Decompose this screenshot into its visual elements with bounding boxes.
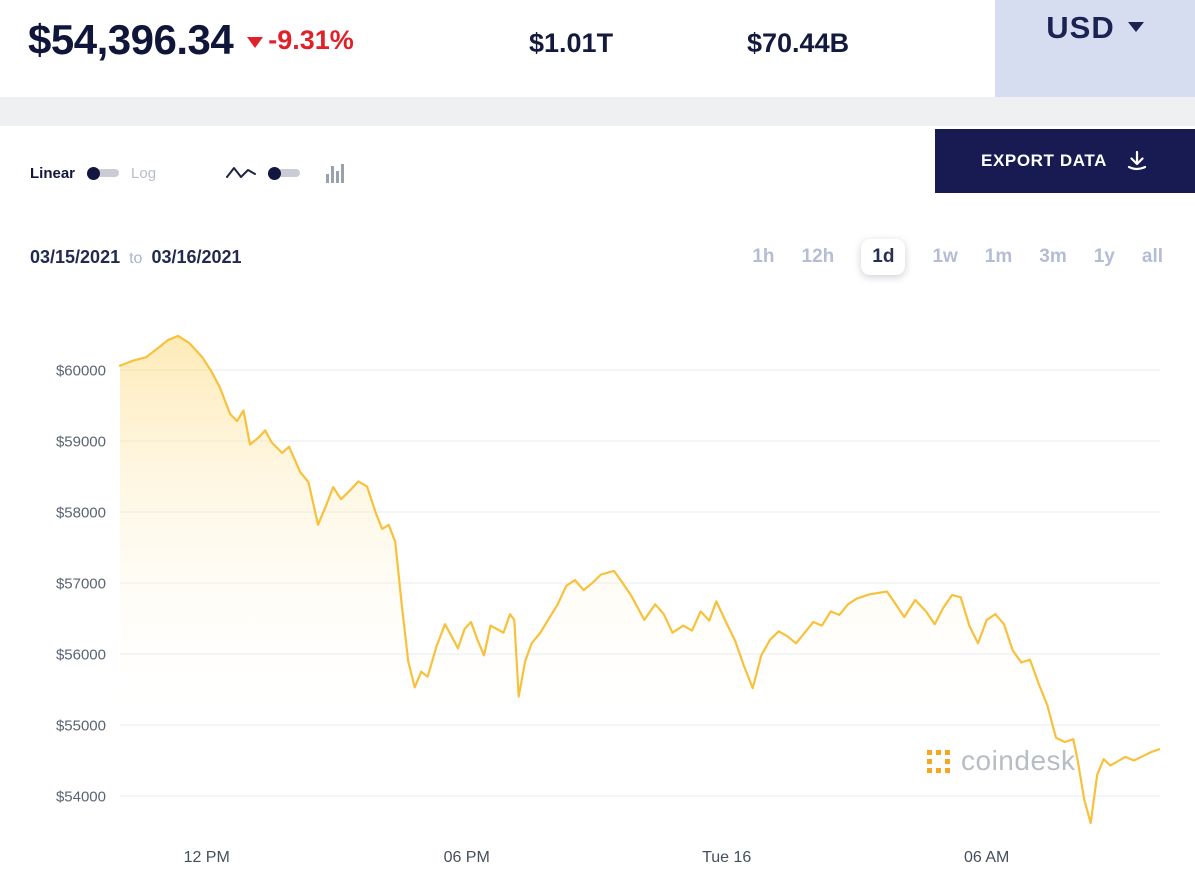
y-tick-label: $60000	[56, 363, 106, 380]
date-and-range-row: 03/15/2021 to 03/16/2021 1h 12h 1d 1w 1m…	[30, 236, 1163, 278]
price-area	[120, 335, 1160, 842]
price-chart-svg[interactable]: $60000 $59000 $58000 $57000 $56000 $55000 $540…	[40, 330, 1160, 870]
y-tick-label: $55000	[56, 718, 106, 735]
range-1h[interactable]: 1h	[752, 246, 775, 267]
chevron-down-icon	[1127, 22, 1144, 32]
x-tick-label: Tue 16	[702, 849, 751, 866]
toggle-knob	[268, 166, 282, 180]
price-change-percent: -9.31%	[268, 24, 354, 55]
coindesk-logo-icon	[927, 749, 950, 773]
currency-selector[interactable]: USD	[995, 0, 1195, 97]
export-data-label: EXPORT DATA	[981, 151, 1107, 170]
range-1m[interactable]: 1m	[984, 246, 1013, 267]
chart-controls: Linear Log	[30, 158, 345, 188]
range-all[interactable]: all	[1141, 246, 1163, 267]
log-scale-label[interactable]: Log	[131, 164, 157, 182]
price-header: $54,396.34 -9.31% $1.01T $70.44B USD	[0, 0, 1195, 97]
export-data-button[interactable]: EXPORT DATA	[935, 129, 1195, 193]
bar-icon-segment	[326, 174, 330, 183]
range-1w[interactable]: 1w	[932, 246, 958, 267]
volume-value: $70.44B	[747, 28, 850, 58]
bar-icon-segment	[336, 171, 340, 183]
time-range-selector: 1h 12h 1d 1w 1m 3m 1y all	[752, 239, 1163, 275]
bar-icon-segment	[331, 166, 335, 183]
price-chart[interactable]: $60000 $59000 $58000 $57000 $56000 $55000 $540…	[40, 330, 1160, 870]
price-change: -9.31%	[247, 25, 354, 56]
toggle-track	[278, 169, 301, 177]
range-1y[interactable]: 1y	[1093, 246, 1115, 267]
price-down-arrow-icon	[247, 36, 264, 48]
x-tick-label: 06 PM	[444, 849, 490, 866]
bar-chart-icon[interactable]	[326, 163, 345, 183]
header-divider-band	[0, 97, 1195, 126]
range-1d[interactable]: 1d	[861, 239, 906, 275]
y-tick-label: $54000	[56, 789, 106, 806]
toggle-track	[97, 169, 120, 177]
linear-scale-label[interactable]: Linear	[30, 164, 76, 182]
end-date[interactable]: 03/16/2021	[151, 246, 242, 267]
range-12h[interactable]: 12h	[801, 246, 835, 267]
currency-selector-value: USD	[1046, 10, 1115, 45]
start-date[interactable]: 03/15/2021	[30, 246, 121, 267]
x-tick-label: 12 PM	[184, 849, 230, 866]
y-tick-label: $59000	[56, 434, 106, 451]
line-bar-chart-toggle[interactable]	[268, 166, 301, 180]
current-price: $54,396.34	[28, 16, 234, 63]
bar-icon-segment	[341, 164, 345, 183]
toggle-knob	[87, 166, 101, 180]
market-cap-value: $1.01T	[529, 28, 614, 58]
price-line	[118, 334, 1160, 825]
linear-log-toggle[interactable]	[87, 166, 120, 180]
date-range: 03/15/2021 to 03/16/2021	[30, 247, 242, 268]
coindesk-wordmark: coindesk	[961, 745, 1076, 776]
y-tick-label: $58000	[56, 505, 106, 522]
current-price-row: $54,396.34 -9.31%	[28, 16, 354, 64]
y-tick-label: $56000	[56, 647, 106, 664]
line-chart-icon[interactable]	[226, 164, 257, 182]
download-icon	[1127, 150, 1147, 171]
x-tick-label: 06 AM	[964, 849, 1009, 866]
coindesk-watermark: coindesk	[925, 745, 1076, 777]
y-tick-label: $57000	[56, 576, 106, 593]
date-range-separator: to	[129, 249, 143, 267]
range-3m[interactable]: 3m	[1039, 246, 1067, 267]
